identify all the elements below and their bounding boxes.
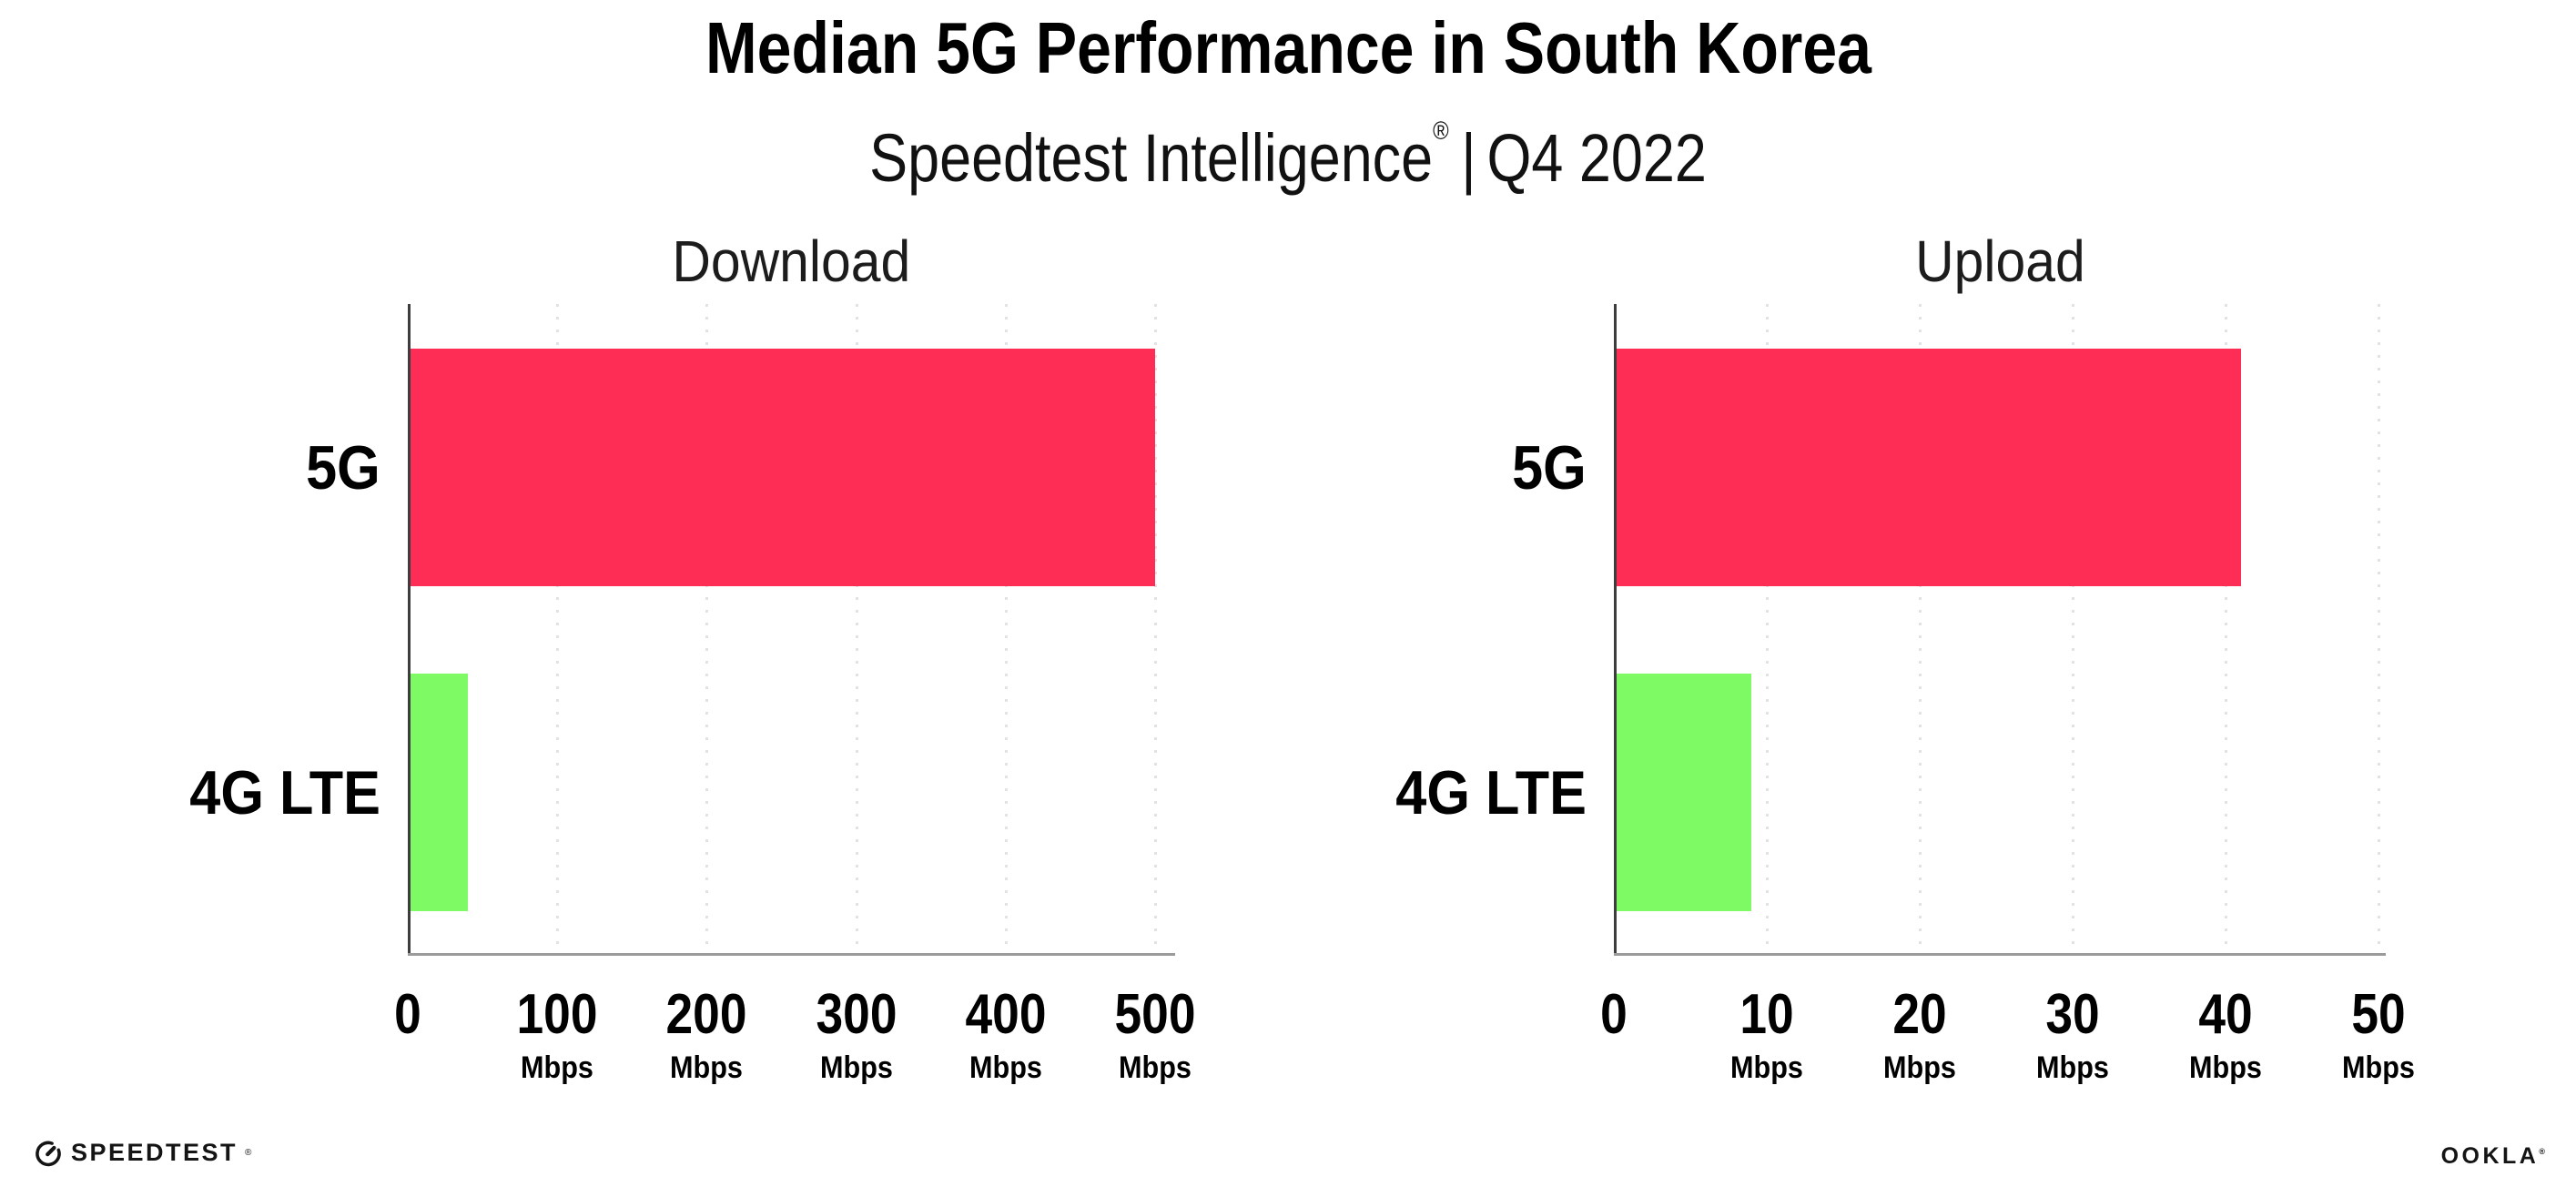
x-tick-unit-500: Mbps [1119,1050,1192,1085]
gridline-40 [2225,304,2227,953]
bar-4g-lte [1617,674,1752,911]
x-tick-unit-30: Mbps [2036,1050,2109,1085]
x-tick-label-200: 200 [665,983,747,1046]
page-title-text: Median 5G Performance in South Korea [705,7,1871,88]
bar-5g [1617,349,2241,586]
chart-title-text: Upload [1914,228,2085,294]
x-tick-label-0: 0 [1600,983,1628,1046]
speedtest-gauge-icon [35,1141,61,1167]
category-label-text: 5G [306,432,380,502]
x-tick-label-50: 50 [2351,983,2406,1046]
x-tick-unit-300: Mbps [819,1050,893,1085]
subtitle-brand: Speedtest Intelligence [869,120,1434,196]
gridline-300 [855,304,858,953]
category-label-5g: 5G [0,427,380,509]
speedtest-registered-mark-icon: ® [245,1147,252,1158]
gridline-50 [2378,304,2380,953]
subtitle-period: Q4 2022 [1486,120,1707,196]
x-tick-label-20: 20 [1892,983,1947,1046]
gridline-500 [1154,304,1157,953]
x-tick-label-400: 400 [965,983,1047,1046]
chart-title-download: Download [427,226,1155,297]
category-label-4g-lte: 4G LTE [0,752,380,834]
x-tick-unit-20: Mbps [1883,1050,1956,1085]
bar-5g [411,349,1155,586]
speedtest-wordmark: SPEEDTEST [71,1138,238,1166]
registered-mark-icon: ® [1433,117,1451,145]
y-axis-line [408,304,411,953]
speedtest-logo: SPEEDTEST ® [33,1136,251,1169]
category-label-text: 4G LTE [189,757,380,827]
x-tick-unit-50: Mbps [2342,1050,2415,1085]
ookla-registered-mark-icon: ® [2539,1147,2545,1156]
x-axis-line [1614,953,2386,956]
category-label-text: 5G [1512,432,1587,502]
ookla-logo: OOKLA® [2441,1143,2545,1170]
gridline-20 [1919,304,1922,953]
y-axis-line [1614,304,1617,953]
page-subtitle: Speedtest Intelligence® | Q4 2022 [0,93,2576,197]
subtitle-separator: | [1461,120,1476,196]
x-tick-label-100: 100 [516,983,598,1046]
x-tick-unit-400: Mbps [969,1050,1042,1085]
x-tick-label-40: 40 [2198,983,2253,1046]
category-label-5g: 5G [1195,427,1587,509]
ookla-wordmark: OOKLA [2440,1143,2540,1169]
chart-title-text: Download [672,228,910,294]
category-label-4g-lte: 4G LTE [1195,752,1587,834]
x-tick-unit-200: Mbps [670,1050,744,1085]
x-tick-unit-10: Mbps [1730,1050,1803,1085]
x-tick-label-500: 500 [1114,983,1196,1046]
x-tick-unit-100: Mbps [521,1050,594,1085]
x-tick-unit-40: Mbps [2189,1050,2262,1085]
x-tick-label-0: 0 [394,983,421,1046]
x-tick-label-10: 10 [1739,983,1794,1046]
gridline-30 [2072,304,2074,953]
chart-title-upload: Upload [1636,226,2364,297]
category-label-text: 4G LTE [1395,757,1587,827]
gridline-200 [705,304,709,953]
gridline-10 [1766,304,1769,953]
page-subtitle-text: Speedtest Intelligence® | Q4 2022 [869,93,1707,197]
page-title: Median 5G Performance in South Korea [0,9,2576,87]
gridline-400 [1004,304,1008,953]
gridline-100 [556,304,560,953]
x-tick-label-30: 30 [2045,983,2100,1046]
x-axis-line [408,953,1175,956]
x-tick-label-300: 300 [816,983,898,1046]
bar-4g-lte [411,674,468,911]
